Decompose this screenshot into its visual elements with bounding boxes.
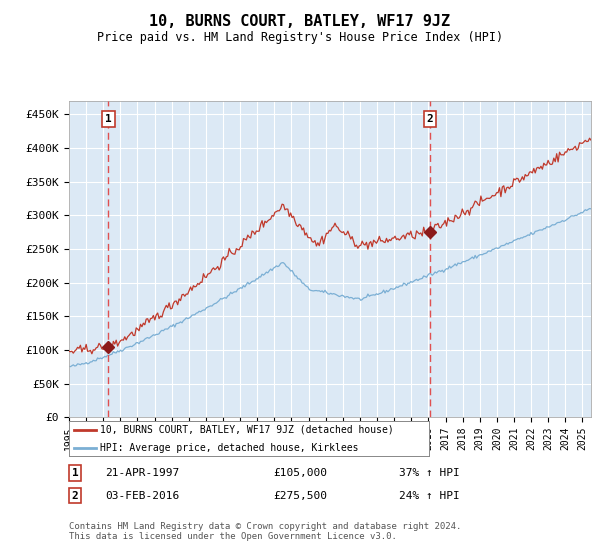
Text: 1: 1 [105, 114, 112, 124]
Text: 10, BURNS COURT, BATLEY, WF17 9JZ: 10, BURNS COURT, BATLEY, WF17 9JZ [149, 14, 451, 29]
Text: 1: 1 [71, 468, 79, 478]
Text: Contains HM Land Registry data © Crown copyright and database right 2024.
This d: Contains HM Land Registry data © Crown c… [69, 522, 461, 542]
Text: Price paid vs. HM Land Registry's House Price Index (HPI): Price paid vs. HM Land Registry's House … [97, 31, 503, 44]
Text: 24% ↑ HPI: 24% ↑ HPI [399, 491, 460, 501]
Text: 37% ↑ HPI: 37% ↑ HPI [399, 468, 460, 478]
Text: £105,000: £105,000 [273, 468, 327, 478]
Text: 21-APR-1997: 21-APR-1997 [105, 468, 179, 478]
Text: 2: 2 [71, 491, 79, 501]
Text: 03-FEB-2016: 03-FEB-2016 [105, 491, 179, 501]
Text: HPI: Average price, detached house, Kirklees: HPI: Average price, detached house, Kirk… [100, 442, 358, 452]
Text: 10, BURNS COURT, BATLEY, WF17 9JZ (detached house): 10, BURNS COURT, BATLEY, WF17 9JZ (detac… [100, 425, 394, 435]
Text: 2: 2 [427, 114, 433, 124]
Text: £275,500: £275,500 [273, 491, 327, 501]
